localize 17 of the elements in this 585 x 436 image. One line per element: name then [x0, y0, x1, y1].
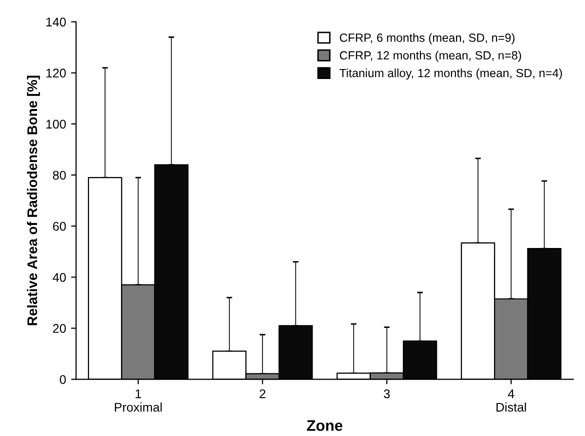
- y-axis-title: Relative Area of Radiodense Bone [%]: [26, 76, 40, 326]
- legend-label: CFRP, 6 months (mean, SD, n=9): [340, 33, 514, 44]
- x-axis-title: Zone: [306, 420, 342, 431]
- y-tick-label: 140: [46, 18, 66, 26]
- legend-label: CFRP, 12 months (mean, SD, n=8): [340, 50, 522, 62]
- y-tick-label: 0: [60, 375, 66, 384]
- legend-label: Titanium alloy, 12 months (mean, SD, n=4): [340, 68, 562, 80]
- y-tick-label: 120: [46, 68, 66, 78]
- y-tick-label: 80: [52, 170, 66, 180]
- x-tick-label: 3: [384, 389, 390, 398]
- x-tick-label: 4 Distal: [496, 390, 526, 412]
- x-tick-label: 2: [260, 389, 266, 398]
- y-tick-label: 40: [52, 272, 66, 282]
- y-tick-label: 100: [46, 120, 66, 129]
- y-tick-label: 60: [53, 222, 66, 231]
- x-tick-label: 1 Proximal: [114, 390, 162, 412]
- y-tick-label: 20: [53, 324, 66, 333]
